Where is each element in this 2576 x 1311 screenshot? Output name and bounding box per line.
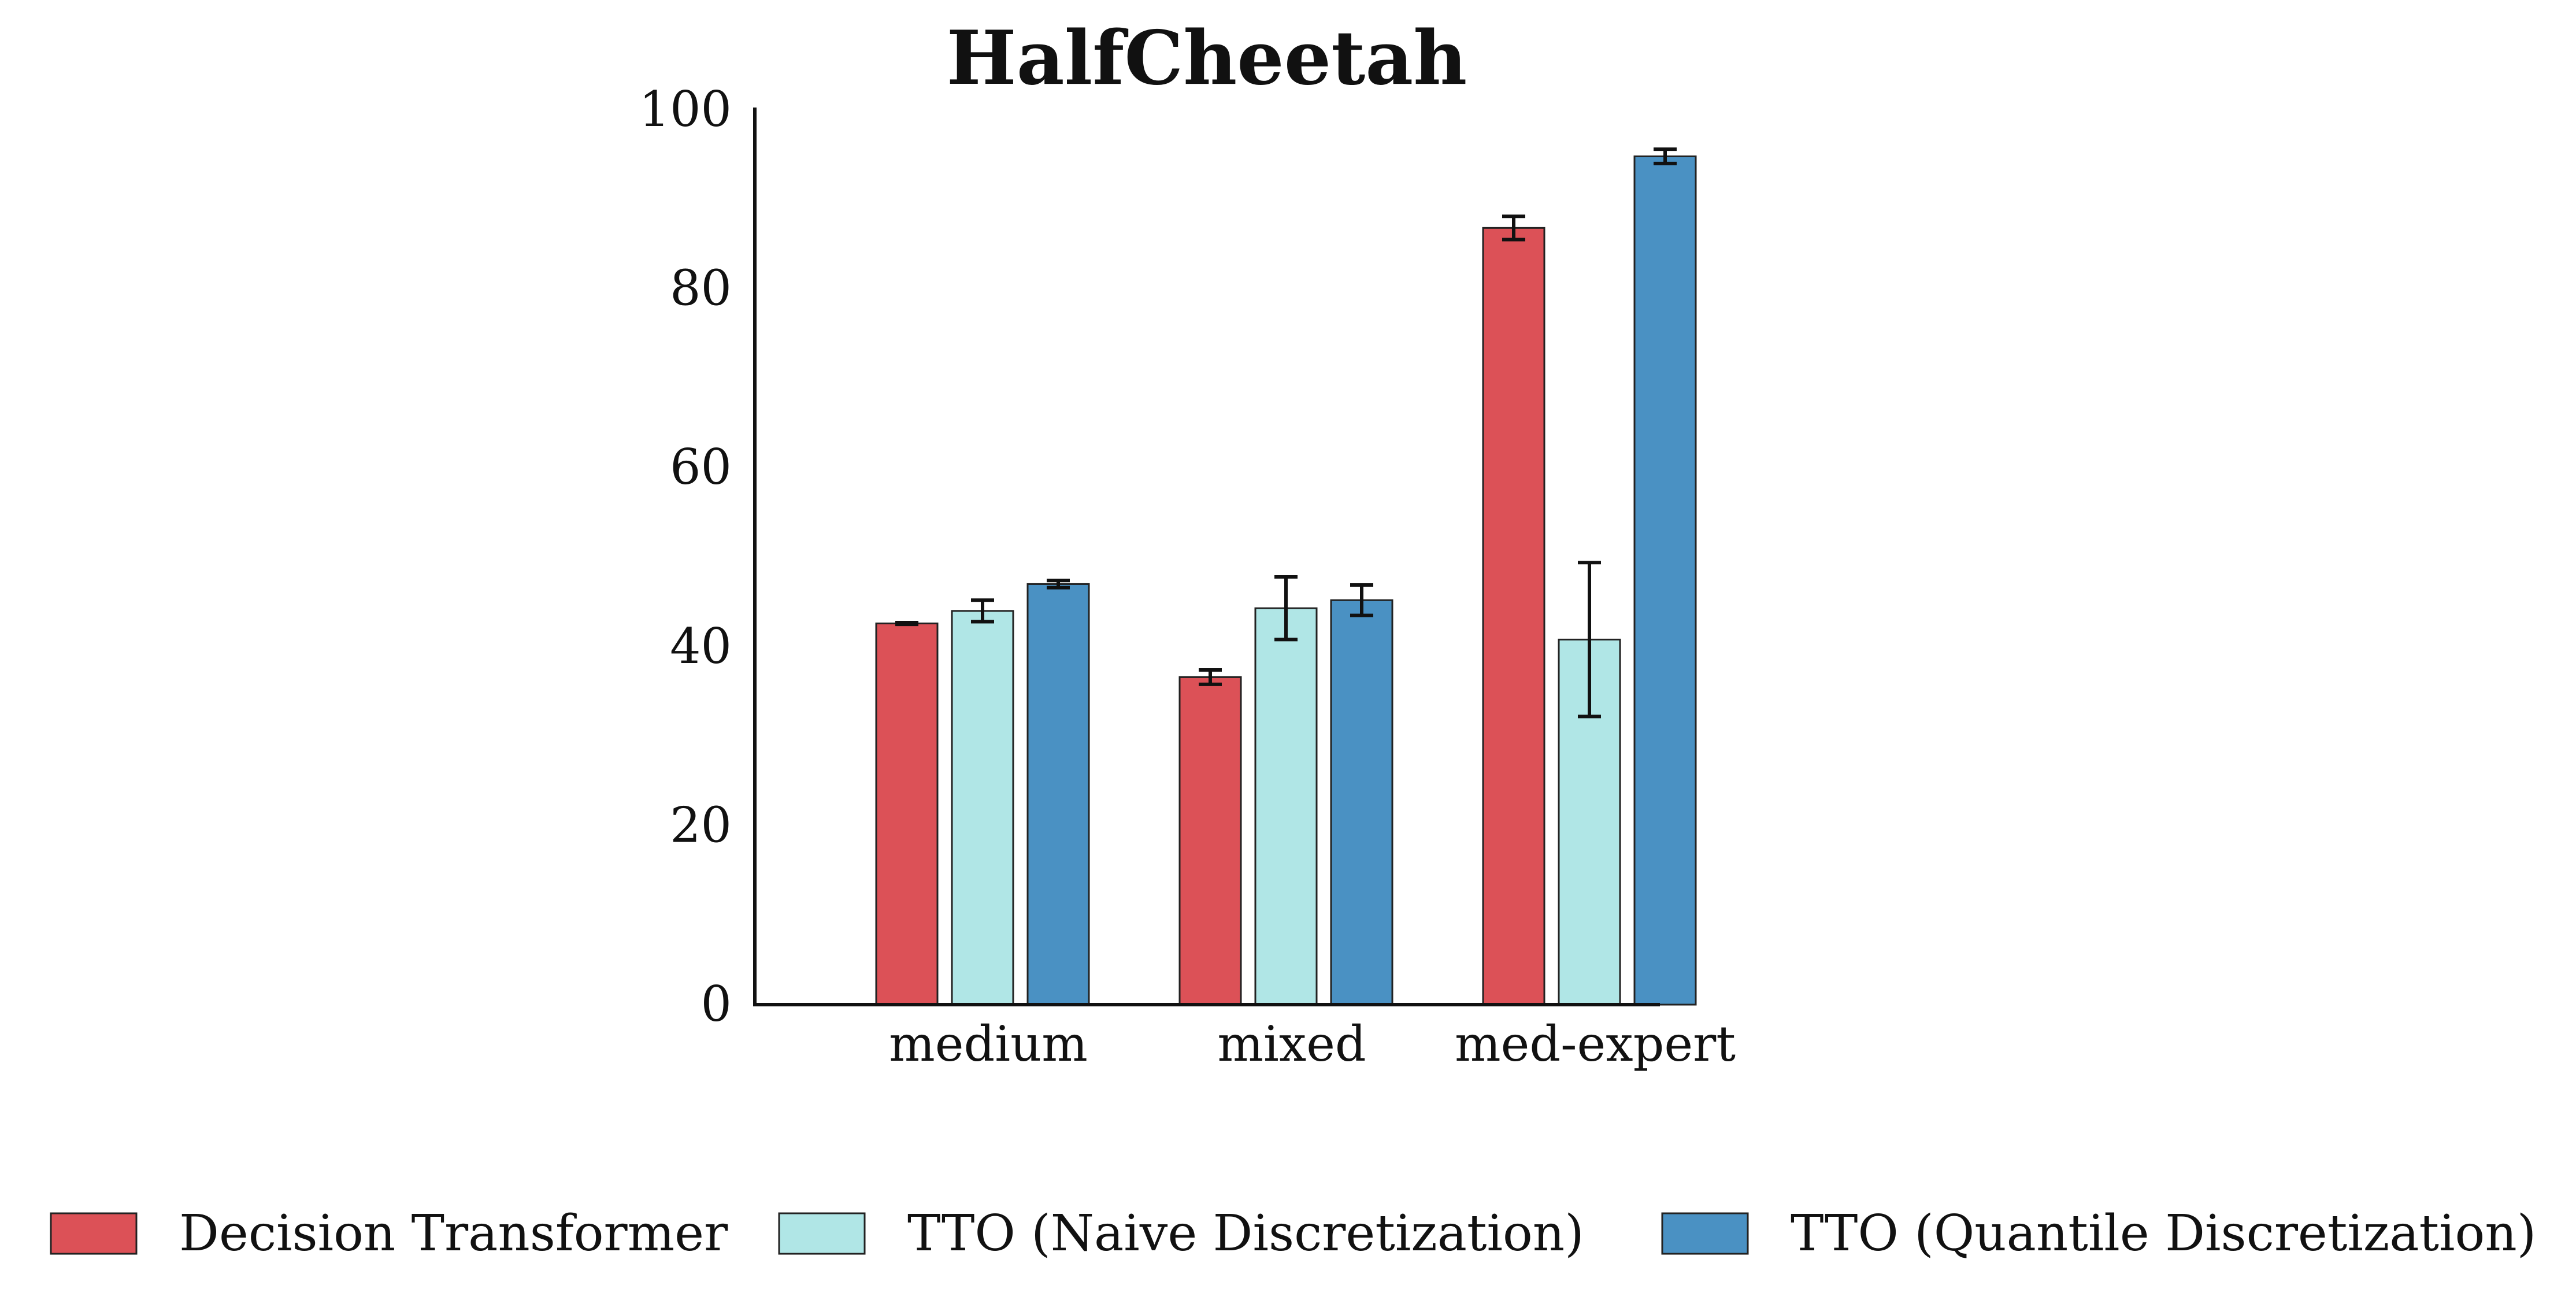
x-tick-label: medium <box>889 1016 1088 1072</box>
bar-decision-transformer-med-expert <box>1482 227 1545 1006</box>
error-bars-layer <box>895 147 1677 719</box>
bar-decision-transformer-medium <box>875 623 939 1006</box>
legend-item-tto-naive-discretization: TTO (Naive Discretization) <box>778 1205 1584 1262</box>
error-bar-decision-transformer-medium <box>895 621 918 627</box>
error-bar-tto-naive-discretization-medium <box>971 598 994 624</box>
legend-item-decision-transformer: Decision Transformer <box>50 1205 728 1262</box>
legend-label: Decision Transformer <box>179 1205 728 1262</box>
legend-item-tto-quantile-discretization: TTO (Quantile Discretization) <box>1661 1205 2536 1262</box>
error-bar-decision-transformer-mixed <box>1199 668 1222 686</box>
error-bar-tto-naive-discretization-mixed <box>1274 575 1298 642</box>
y-tick-label: 0 <box>701 976 732 1032</box>
y-tick-label: 20 <box>670 797 732 853</box>
bar-tto-naive-discretization-medium <box>951 610 1014 1006</box>
legend-swatch <box>50 1212 138 1255</box>
bar-tto-naive-discretization-mixed <box>1254 607 1318 1006</box>
legend-label: TTO (Naive Discretization) <box>907 1205 1584 1262</box>
bar-tto-quantile-discretization-mixed <box>1330 599 1393 1006</box>
y-tick-label: 100 <box>639 81 732 138</box>
legend: Decision Transformer TTO (Naive Discretiz… <box>50 1205 2536 1262</box>
bar-tto-quantile-discretization-med-expert <box>1633 155 1697 1006</box>
error-bar-decision-transformer-med-expert <box>1502 214 1525 242</box>
bar-decision-transformer-mixed <box>1178 676 1242 1006</box>
error-bar-tto-quantile-discretization-med-expert <box>1654 147 1677 165</box>
error-bar-tto-quantile-discretization-mixed <box>1350 583 1373 617</box>
y-tick-label: 40 <box>670 618 732 675</box>
y-tick-labels: 0 20 40 60 80 100 <box>639 81 732 1032</box>
error-bar-tto-quantile-discretization-medium <box>1047 579 1070 590</box>
legend-label: TTO (Quantile Discretization) <box>1791 1205 2536 1262</box>
x-tick-label: mixed <box>1217 1016 1366 1072</box>
x-tick-labels: medium mixed med-expert <box>889 1016 1736 1072</box>
chart-title: HalfCheetah <box>947 15 1467 102</box>
y-tick-label: 80 <box>670 260 732 317</box>
legend-swatch <box>1661 1212 1749 1255</box>
bar-tto-quantile-discretization-medium <box>1026 583 1090 1006</box>
y-tick-label: 60 <box>670 439 732 495</box>
legend-swatch <box>778 1212 866 1255</box>
error-bar-tto-naive-discretization-med-expert <box>1578 561 1601 719</box>
x-tick-label: med-expert <box>1455 1016 1736 1072</box>
